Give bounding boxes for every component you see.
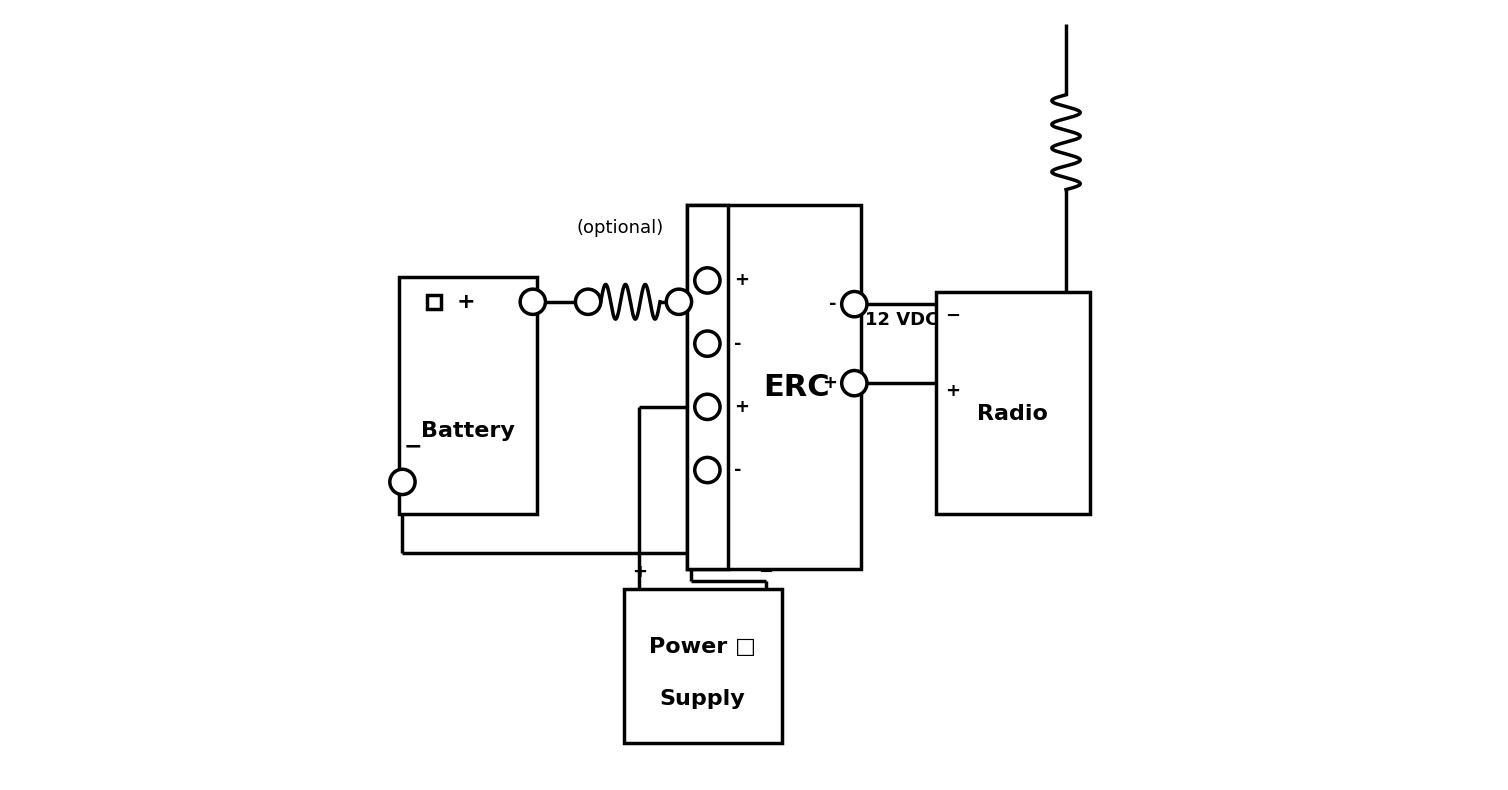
Text: +: + bbox=[457, 292, 475, 312]
Circle shape bbox=[576, 289, 600, 314]
Bar bbox=[935, 292, 1090, 514]
Circle shape bbox=[389, 469, 415, 495]
Text: Radio: Radio bbox=[977, 404, 1048, 424]
Text: −: − bbox=[759, 562, 774, 581]
Text: -: - bbox=[734, 461, 742, 479]
Circle shape bbox=[667, 289, 692, 314]
Circle shape bbox=[695, 457, 719, 483]
Text: −: − bbox=[946, 307, 961, 325]
Text: +: + bbox=[822, 374, 837, 392]
Text: +: + bbox=[734, 398, 749, 416]
Text: Supply: Supply bbox=[661, 690, 745, 709]
Text: −: − bbox=[404, 436, 422, 457]
Bar bbox=[686, 205, 728, 569]
Text: -: - bbox=[829, 295, 837, 313]
Text: -: - bbox=[734, 335, 742, 352]
Bar bbox=[398, 276, 537, 514]
Circle shape bbox=[520, 289, 546, 314]
Text: ERC: ERC bbox=[763, 373, 831, 401]
Bar bbox=[686, 205, 861, 569]
Text: (optional): (optional) bbox=[576, 219, 664, 237]
Circle shape bbox=[695, 268, 719, 293]
Text: Battery: Battery bbox=[421, 420, 514, 441]
Circle shape bbox=[695, 331, 719, 356]
Text: +: + bbox=[946, 382, 961, 400]
Bar bbox=[624, 589, 781, 743]
Circle shape bbox=[841, 371, 867, 396]
Bar bbox=[427, 295, 442, 309]
Text: +: + bbox=[632, 562, 647, 581]
Text: 12 VDC: 12 VDC bbox=[866, 311, 939, 329]
Circle shape bbox=[841, 292, 867, 317]
Text: Power □: Power □ bbox=[648, 637, 756, 657]
Text: +: + bbox=[734, 272, 749, 289]
Circle shape bbox=[695, 394, 719, 419]
